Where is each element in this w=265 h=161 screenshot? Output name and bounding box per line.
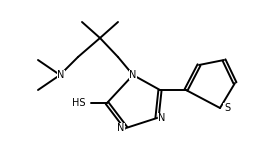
Text: N: N	[57, 70, 65, 80]
Text: HS: HS	[72, 98, 86, 108]
Text: S: S	[224, 103, 230, 113]
Text: N: N	[158, 113, 166, 123]
Text: N: N	[129, 70, 137, 80]
Text: N: N	[117, 123, 125, 133]
